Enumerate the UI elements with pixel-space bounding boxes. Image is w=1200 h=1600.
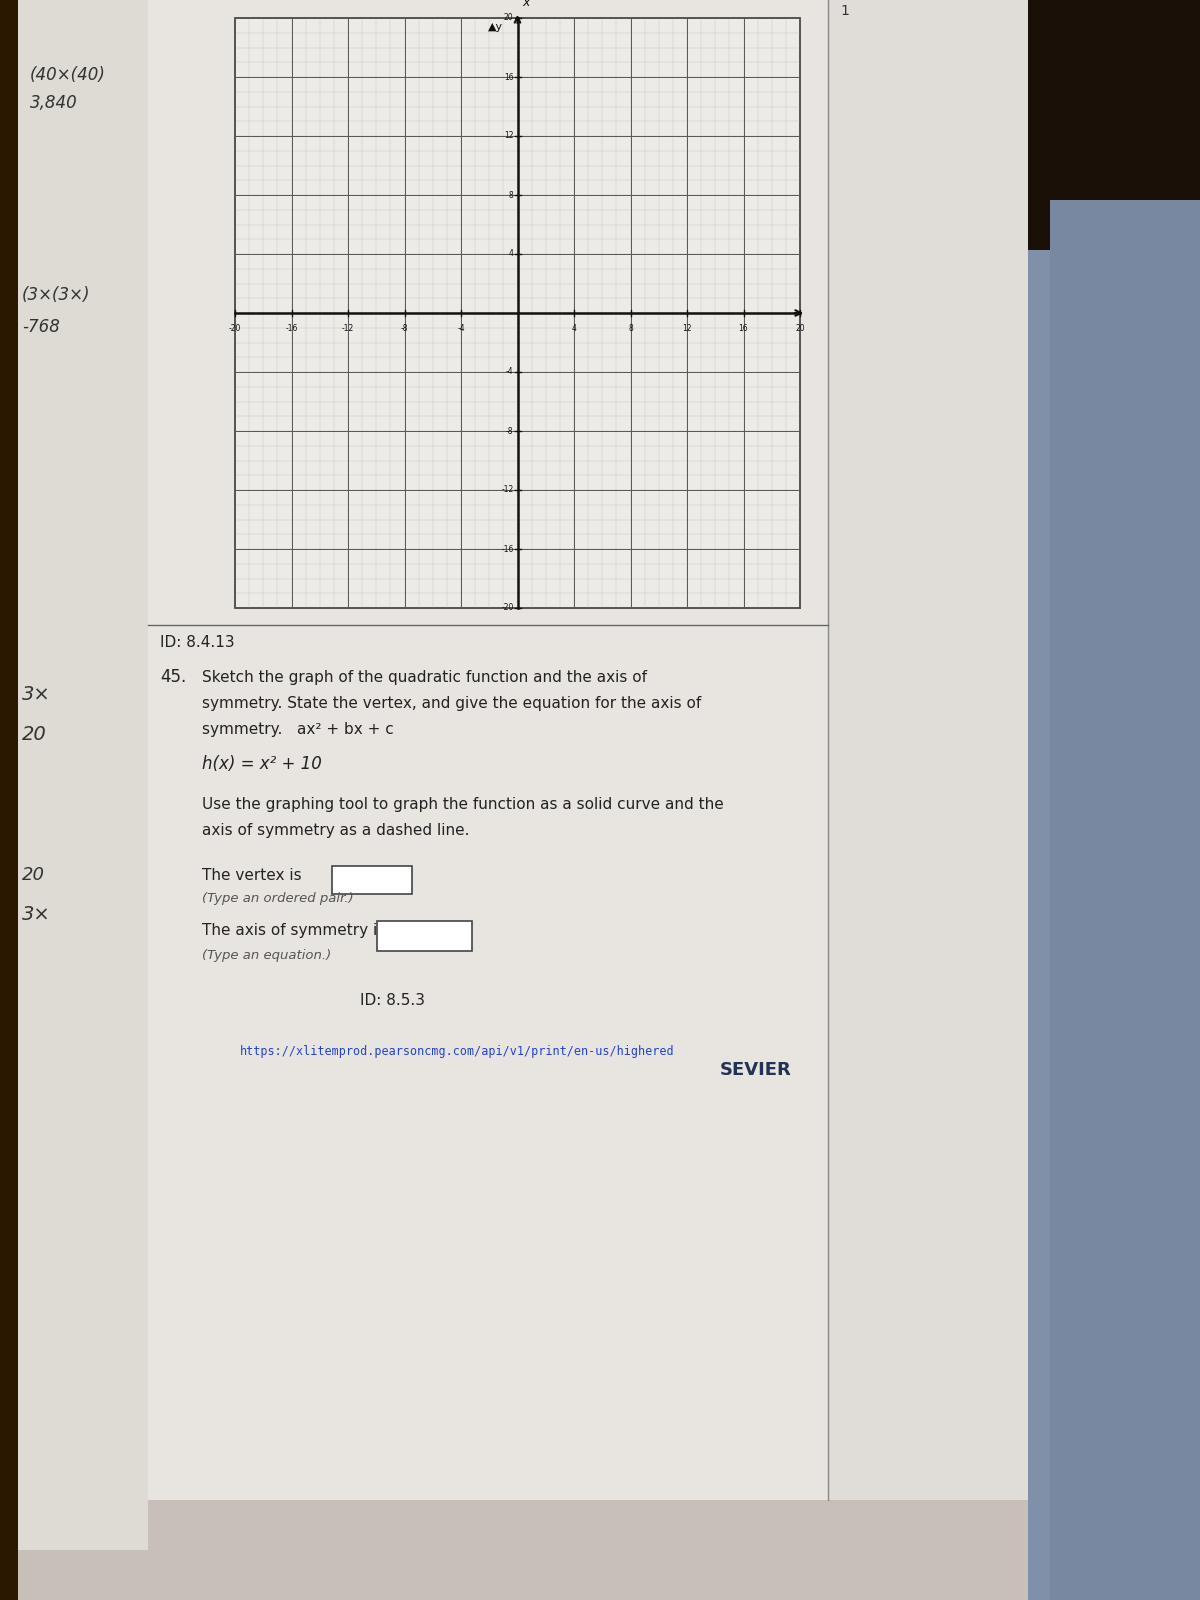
Text: (Type an equation.): (Type an equation.) [202, 949, 331, 962]
Text: 12: 12 [683, 323, 691, 333]
Text: -16: -16 [286, 323, 298, 333]
Text: Use the graphing tool to graph the function as a solid curve and the: Use the graphing tool to graph the funct… [202, 797, 724, 813]
Text: x: x [522, 0, 530, 10]
Text: ID: 8.4.13: ID: 8.4.13 [160, 635, 235, 650]
Text: (Type an ordered pair.): (Type an ordered pair.) [202, 893, 354, 906]
Text: -8: -8 [401, 323, 408, 333]
Bar [377, 922, 472, 950]
Bar [18, 0, 148, 1550]
Text: -12: -12 [342, 323, 354, 333]
Text: 20: 20 [22, 725, 47, 744]
Text: symmetry.   ax² + bx + c: symmetry. ax² + bx + c [202, 722, 394, 738]
Text: 16: 16 [739, 323, 749, 333]
Text: 12: 12 [504, 131, 514, 141]
Text: 4: 4 [509, 250, 514, 259]
Text: -4: -4 [506, 368, 514, 376]
Text: 8: 8 [509, 190, 514, 200]
Text: Sketch the graph of the quadratic function and the axis of: Sketch the graph of the quadratic functi… [202, 670, 647, 685]
Bar [1000, 0, 1200, 250]
Text: 45.: 45. [160, 669, 186, 686]
Text: (40×(40): (40×(40) [30, 66, 106, 83]
Text: SEVIER: SEVIER [720, 1061, 792, 1078]
Bar [1028, 0, 1200, 1600]
Text: 1: 1 [840, 3, 848, 18]
Text: -20: -20 [229, 323, 241, 333]
Text: -16: -16 [502, 544, 514, 554]
Text: https://xlitemprod.pearsoncmg.com/api/v1/print/en-us/highered: https://xlitemprod.pearsoncmg.com/api/v1… [240, 1045, 674, 1058]
Text: 20: 20 [22, 866, 46, 883]
Text: ID: 8.5.3: ID: 8.5.3 [360, 994, 425, 1008]
Text: 3×: 3× [22, 685, 50, 704]
Text: (3×(3×): (3×(3×) [22, 286, 90, 304]
Text: 16: 16 [504, 72, 514, 82]
Bar [828, 0, 1028, 1501]
Text: -12: -12 [502, 485, 514, 494]
Text: 4: 4 [571, 323, 576, 333]
Text: 3×: 3× [22, 906, 50, 925]
Text: ▲y: ▲y [488, 22, 504, 32]
Text: 3,840: 3,840 [30, 94, 78, 112]
Text: -8: -8 [506, 427, 514, 435]
Text: 20: 20 [796, 323, 805, 333]
Text: -4: -4 [457, 323, 464, 333]
Bar [235, 18, 800, 608]
Text: -20: -20 [502, 603, 514, 613]
Text: axis of symmetry as a dashed line.: axis of symmetry as a dashed line. [202, 822, 469, 838]
Text: h(x) = x² + 10: h(x) = x² + 10 [202, 755, 322, 773]
Bar [148, 0, 828, 1501]
Text: -768: -768 [22, 318, 60, 336]
Text: The vertex is: The vertex is [202, 867, 301, 883]
Text: The axis of symmetry is: The axis of symmetry is [202, 923, 385, 938]
Bar [332, 866, 412, 894]
Bar [0, 0, 18, 1600]
Bar [1050, 200, 1200, 1600]
Text: 20: 20 [504, 13, 514, 22]
Text: symmetry. State the vertex, and give the equation for the axis of: symmetry. State the vertex, and give the… [202, 696, 701, 710]
Text: 8: 8 [628, 323, 632, 333]
